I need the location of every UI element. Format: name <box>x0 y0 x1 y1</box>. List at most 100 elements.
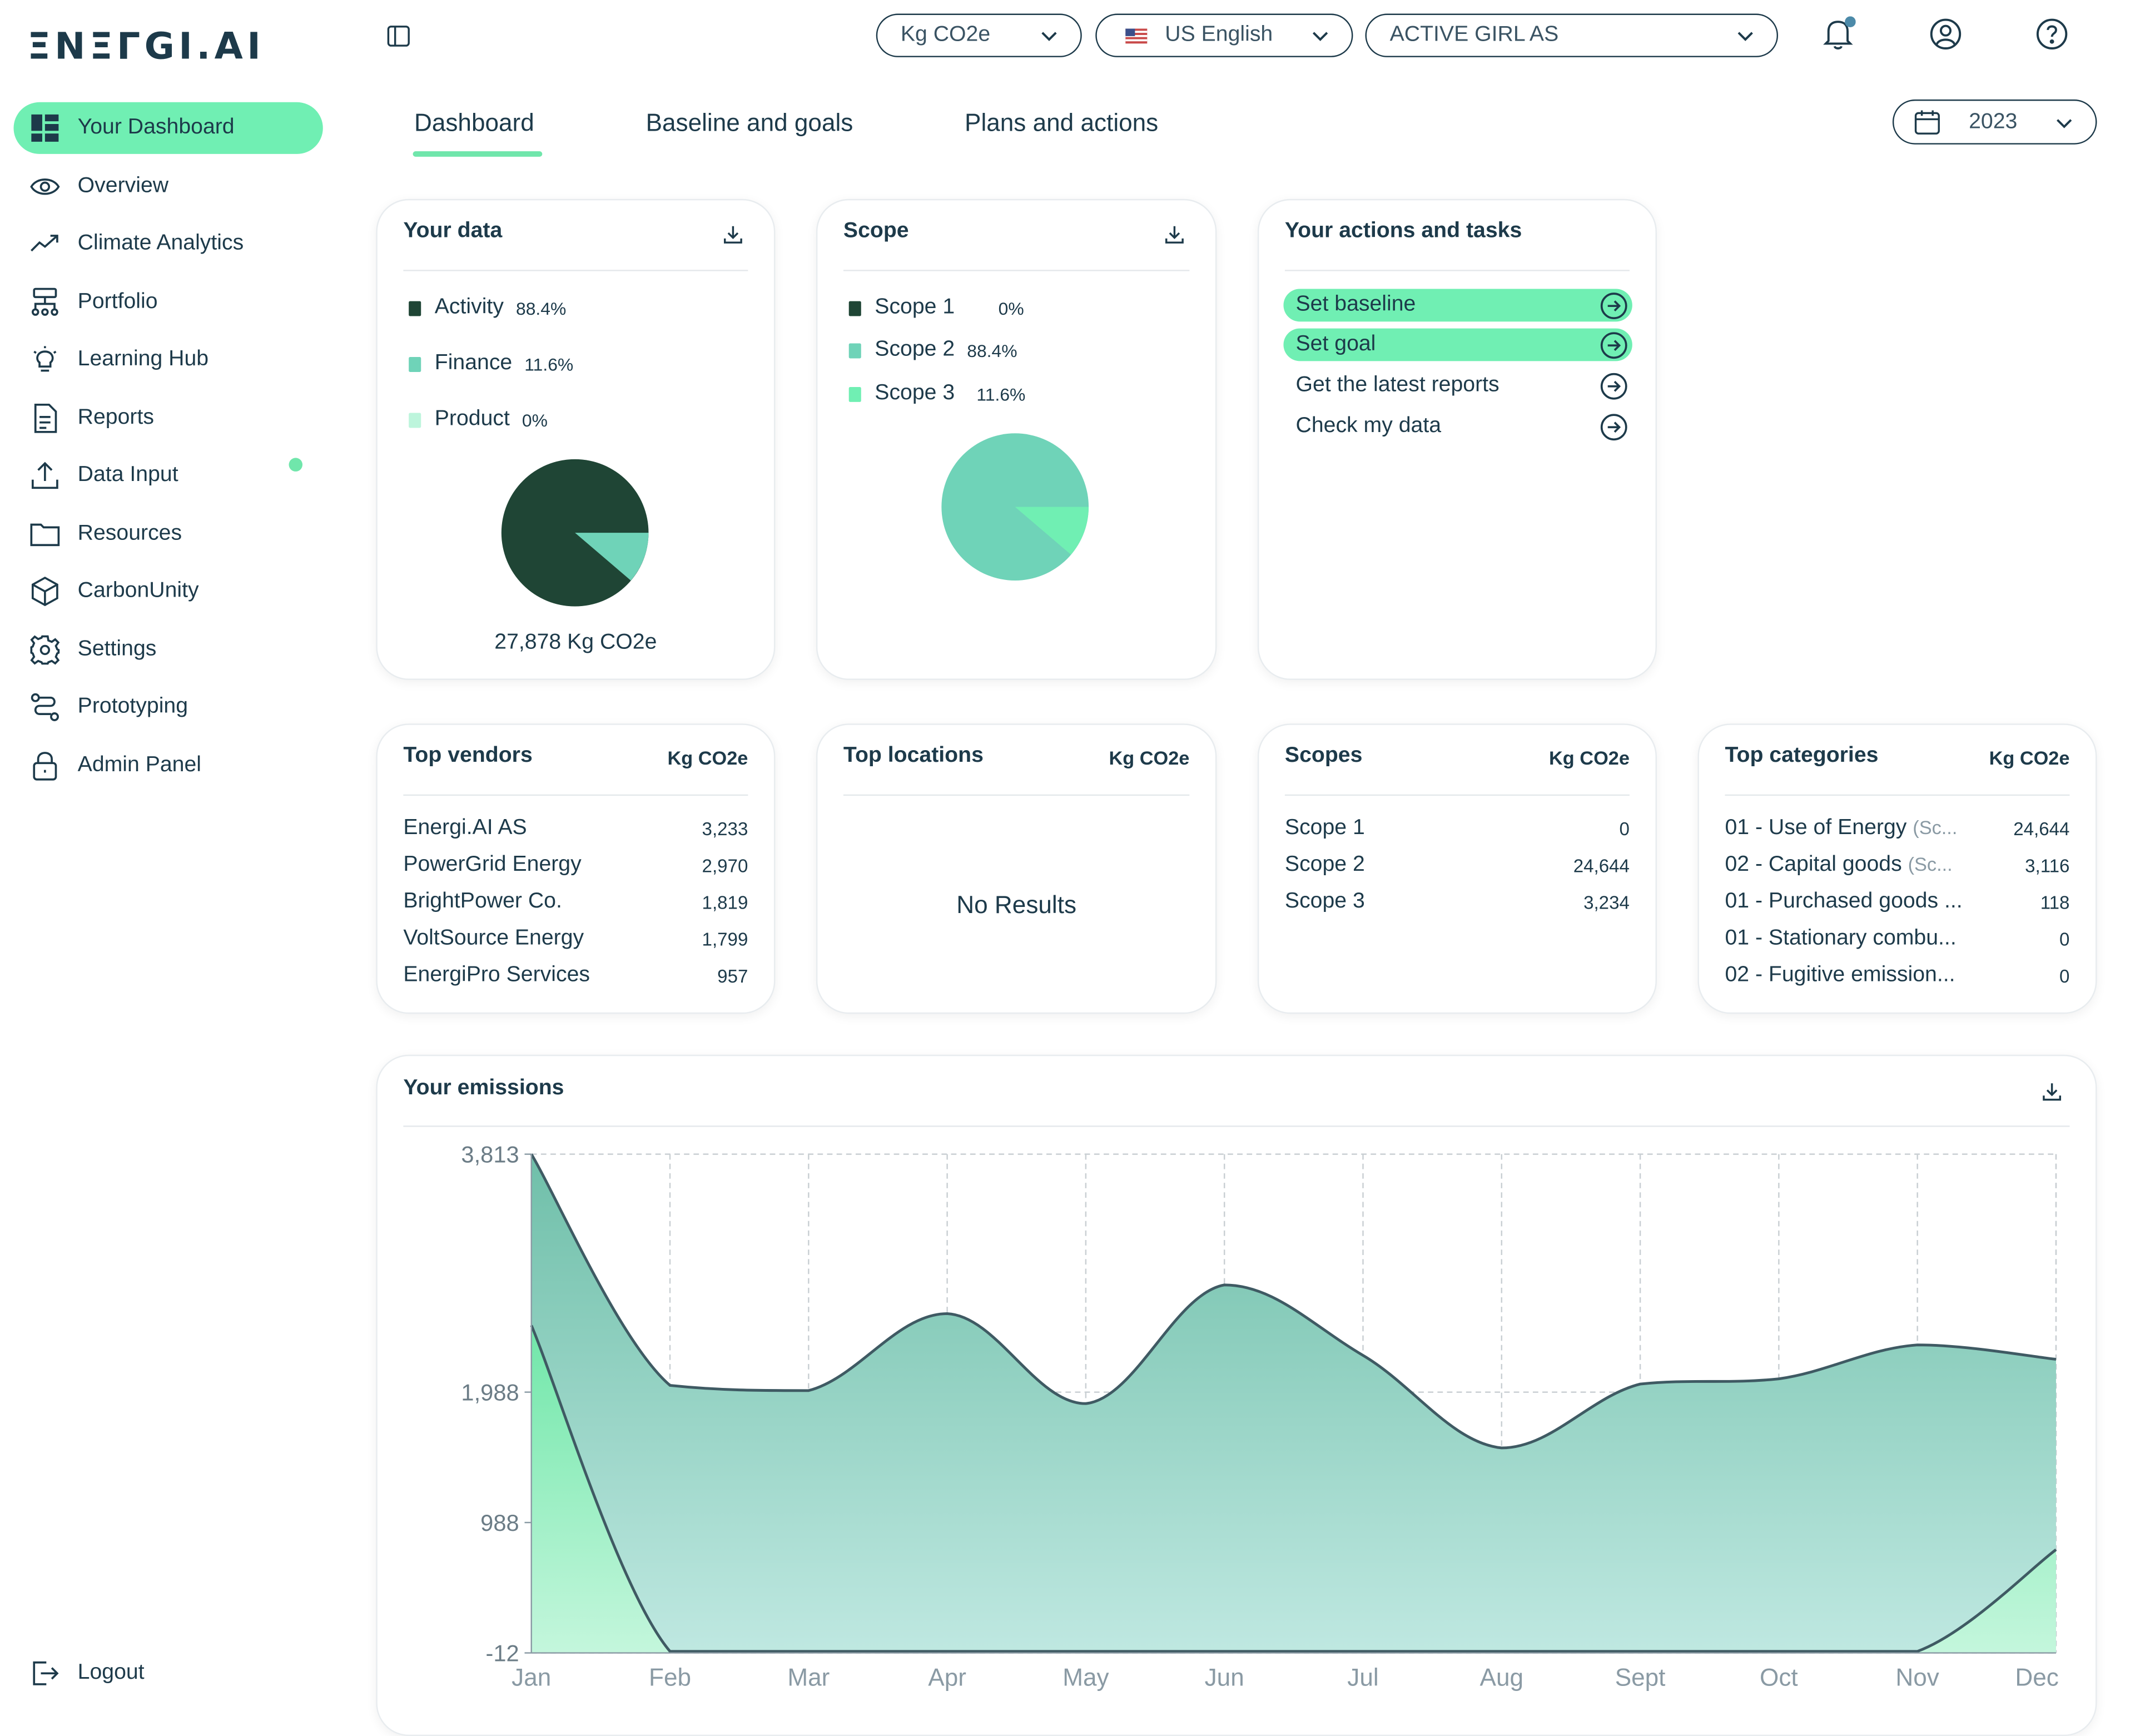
scopes-card: Scopes Kg CO2e Scope 1 0 Scope 2 24,644 Sc… <box>1257 723 1657 1014</box>
list-item: 02 - Capital goods (Sc... 3,116 <box>1725 850 2069 880</box>
vendor-value: 1,819 <box>702 891 748 912</box>
legend-pct: 0% <box>522 409 548 430</box>
company-select[interactable]: ACTIVE GIRL AS <box>1365 13 1779 57</box>
top-locations-card: Top locations Kg CO2e No Results <box>816 723 1217 1014</box>
x-tick-label: Jan <box>512 1664 551 1691</box>
legend-pct: 11.6% <box>524 353 574 374</box>
download-icon[interactable] <box>1164 224 1185 245</box>
sidebar-item-label: Your Dashboard <box>77 116 235 139</box>
x-tick-label: Sept <box>1615 1664 1666 1691</box>
language-select[interactable]: US English <box>1095 13 1353 57</box>
category-sub: (Sc... <box>1908 853 1953 875</box>
top-categories-card: Top categories Kg CO2e 01 - Use of Energ… <box>1697 723 2097 1014</box>
us-flag-icon <box>1125 28 1148 43</box>
task-get-latest-reports[interactable]: Get the latest reports <box>1283 369 1632 402</box>
vendor-name: BrightPower Co. <box>403 890 562 913</box>
sidebar-item-prototyping[interactable]: Prototyping <box>14 681 323 733</box>
tab-plans-and-actions[interactable]: Plans and actions <box>965 109 1159 137</box>
divider <box>1284 270 1630 271</box>
category-name: 01 - Use of Energy <box>1725 816 1907 840</box>
bell-icon[interactable] <box>1820 16 1856 52</box>
card-title: Your actions and tasks <box>1284 219 1522 243</box>
sidebar-toggle-icon[interactable] <box>387 24 410 48</box>
document-icon <box>34 403 57 433</box>
notification-dot <box>289 458 303 472</box>
list-item: PowerGrid Energy 2,970 <box>403 850 748 880</box>
tab-baseline-and-goals[interactable]: Baseline and goals <box>646 109 853 137</box>
download-icon[interactable] <box>722 224 744 245</box>
chevron-down-icon <box>1737 32 1753 41</box>
sidebar-item-resources[interactable]: Resources <box>14 508 323 560</box>
sidebar-item-label: Prototyping <box>77 695 188 718</box>
pie-slice-scope-3 <box>1015 507 1089 555</box>
legend-label: Scope 3 <box>875 381 955 405</box>
legend-pct: 11.6% <box>976 383 1026 404</box>
sidebar-item-label: Reports <box>77 406 154 429</box>
user-account-icon[interactable] <box>1928 16 1964 52</box>
divider <box>1725 794 2070 796</box>
tab-dashboard[interactable]: Dashboard <box>414 109 534 137</box>
legend-pct: 88.4% <box>967 340 1017 361</box>
hierarchy-icon <box>31 287 58 316</box>
divider <box>403 1125 2070 1127</box>
app-logo: ΞNΞΓGI.AI <box>27 26 265 68</box>
legend-swatch <box>848 300 861 316</box>
sidebar-item-carbonunity[interactable]: CarbonUnity <box>14 566 323 617</box>
card-title: Your emissions <box>403 1076 564 1100</box>
chevron-down-icon <box>1041 32 1057 41</box>
dashboard-icon <box>31 114 59 142</box>
scope-name: Scope 2 <box>1284 853 1365 876</box>
sidebar-item-settings[interactable]: Settings <box>14 624 323 676</box>
sidebar-item-overview[interactable]: Overview <box>14 161 323 212</box>
arrow-right-circle-icon <box>1600 331 1627 358</box>
scope-value: 0 <box>1619 818 1630 839</box>
card-unit: Kg CO2e <box>1109 746 1190 769</box>
category-value: 0 <box>2059 929 2070 949</box>
year-select[interactable]: 2023 <box>1892 99 2097 145</box>
help-icon[interactable] <box>2034 16 2070 52</box>
lock-icon <box>33 752 57 781</box>
sidebar-item-climate-analytics[interactable]: Climate Analytics <box>14 218 323 270</box>
lightbulb-icon <box>33 346 57 372</box>
list-item: 01 - Use of Energy (Sc... 24,644 <box>1725 814 2069 844</box>
category-name: 01 - Stationary combu... <box>1725 926 1957 950</box>
unit-select-value: Kg CO2e <box>900 23 991 47</box>
company-select-value: ACTIVE GIRL AS <box>1389 23 1559 47</box>
pie-slice-finance <box>575 533 649 581</box>
scope-value: 3,234 <box>1583 891 1630 912</box>
legend-item-product: Product 0% <box>409 408 548 432</box>
chevron-down-icon <box>1312 32 1328 41</box>
sidebar-item-reports[interactable]: Reports <box>14 393 323 444</box>
card-title: Scopes <box>1284 744 1363 767</box>
your-data-pie-chart <box>501 459 649 607</box>
card-title: Scope <box>843 219 909 243</box>
legend-pct: 0% <box>998 297 1024 319</box>
category-name: 01 - Purchased goods ... <box>1725 890 1963 913</box>
y-tick-label: -12 <box>485 1640 519 1666</box>
y-tick-label: 1,988 <box>461 1379 519 1405</box>
sidebar-item-your-dashboard[interactable]: Your Dashboard <box>13 102 323 154</box>
empty-state: No Results <box>956 891 1077 919</box>
sidebar-item-learning-hub[interactable]: Learning Hub <box>14 334 323 385</box>
logout-label: Logout <box>77 1661 145 1684</box>
list-item: Scope 1 0 <box>1285 814 1630 844</box>
logout-button[interactable]: Logout <box>14 1648 323 1699</box>
legend-item-scope-1: Scope 1 0% <box>848 296 1024 320</box>
download-icon[interactable] <box>2041 1080 2063 1102</box>
task-label: Set goal <box>1295 332 1376 356</box>
chevron-down-icon <box>2057 118 2072 128</box>
area-line-series-2 <box>530 1325 2057 1653</box>
task-set-goal[interactable]: Set goal <box>1283 328 1632 361</box>
sidebar-item-label: Settings <box>77 637 157 661</box>
sidebar-item-data-input[interactable]: Data Input <box>14 450 323 502</box>
task-check-my-data[interactable]: Check my data <box>1283 410 1632 443</box>
category-sub: (Sc... <box>1913 816 1958 839</box>
sidebar-item-label: Overview <box>77 174 169 198</box>
sidebar-item-admin-panel[interactable]: Admin Panel <box>14 740 323 792</box>
unit-select[interactable]: Kg CO2e <box>876 13 1082 57</box>
card-title: Top locations <box>843 744 984 767</box>
category-value: 118 <box>2040 891 2070 912</box>
list-item: EnergiPro Services 957 <box>403 961 748 991</box>
sidebar-item-portfolio[interactable]: Portfolio <box>14 276 323 328</box>
task-set-baseline[interactable]: Set baseline <box>1283 289 1632 322</box>
